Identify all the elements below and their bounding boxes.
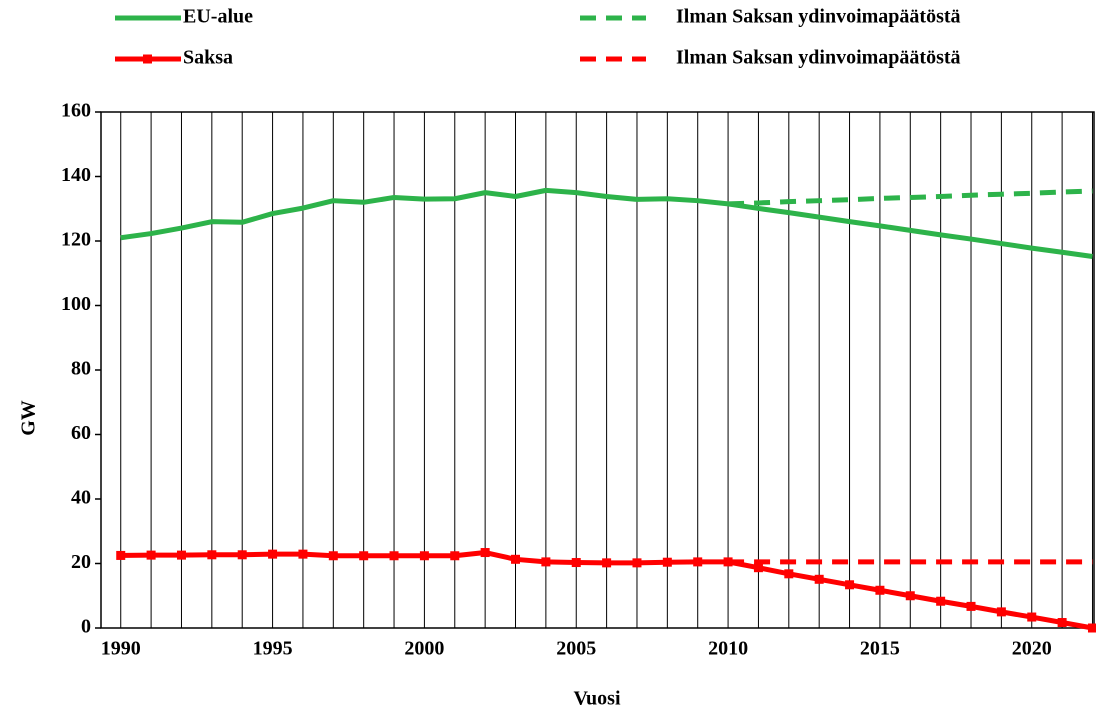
x-tick-label: 2015 [860,638,900,660]
series-marker [571,558,581,568]
y-tick-label: 0 [81,616,91,638]
legend-label: Ilman Saksan ydinvoimapäätöstä [676,6,961,28]
series-marker [389,551,399,561]
legend-label: EU-alue [183,6,253,28]
series-marker [784,569,794,579]
series-marker [480,548,490,558]
series-marker [359,551,369,561]
plot-frame [100,111,1095,629]
series-marker [632,558,642,568]
series-marker [1057,618,1067,628]
series-marker [116,550,126,560]
series-line [727,188,1093,207]
series-marker [328,551,338,561]
y-tick-label: 20 [71,551,91,573]
series-marker [602,558,612,568]
series-marker [268,549,278,559]
y-tick-label: 140 [61,164,91,186]
series-marker [207,550,217,560]
series-marker [1027,612,1037,622]
x-tick-label: 1995 [253,638,293,660]
series-marker [176,550,186,560]
series-marker [541,557,551,567]
y-tick-label: 60 [71,422,91,444]
series-marker [996,607,1006,617]
x-tick-label: 2010 [708,638,748,660]
series-marker [936,596,946,606]
y-axis-label: GW [18,400,40,436]
y-tick-label: 80 [71,358,91,380]
x-tick-label: 1990 [101,638,141,660]
series-marker [662,557,672,567]
series-marker [450,551,460,561]
x-tick-label: 2005 [556,638,596,660]
series-marker [905,591,915,601]
legend-label: Saksa [183,47,233,69]
series-marker [298,549,308,559]
series-marker [419,551,429,561]
y-tick-label: 100 [61,293,91,315]
series-line [120,187,1093,259]
x-tick-label: 2020 [1012,638,1052,660]
series-marker [1087,623,1096,633]
series-marker [237,550,247,560]
series-marker [966,601,976,611]
series-marker [693,557,703,567]
x-tick-label: 2000 [404,638,444,660]
series-marker [845,580,855,590]
y-tick-label: 160 [61,100,91,122]
series-marker [511,554,521,564]
series-marker [814,574,824,584]
y-tick-label: 120 [61,229,91,251]
y-tick-label: 40 [71,487,91,509]
legend-marker [143,54,152,64]
series-marker [753,563,763,573]
x-axis-label: Vuosi [573,688,621,710]
series-marker [146,550,156,560]
series-marker [875,585,885,595]
legend-label: Ilman Saksan ydinvoimapäätöstä [676,47,961,69]
